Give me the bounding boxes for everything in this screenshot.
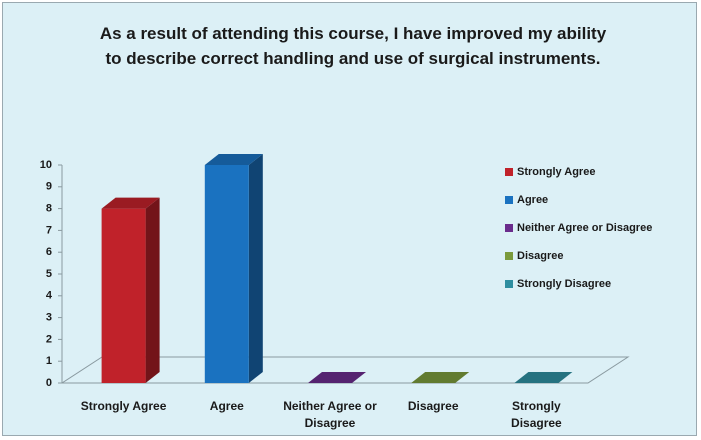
bar-top: [411, 372, 470, 383]
legend-label: Strongly Disagree: [517, 278, 611, 290]
bar: [411, 372, 470, 383]
y-tick-label: 7: [46, 224, 52, 236]
bar-side: [248, 154, 263, 383]
legend-label: Strongly Agree: [517, 166, 595, 178]
legend-swatch: [505, 168, 513, 176]
bar: [101, 197, 160, 383]
bar-side: [145, 197, 160, 383]
x-tick-label: Agree: [209, 399, 244, 413]
legend-label: Agree: [517, 194, 548, 206]
bar-top: [101, 197, 160, 209]
y-tick-label: 0: [46, 377, 52, 389]
x-tick-label: Disagree: [407, 399, 459, 413]
bar-top: [514, 372, 573, 383]
y-tick-label: 10: [40, 159, 52, 171]
y-tick-label: 5: [46, 268, 52, 280]
bar-front: [204, 165, 249, 383]
legend-swatch: [505, 252, 513, 260]
x-tick-label: Strongly Disagree: [511, 399, 562, 430]
legend-swatch: [505, 224, 513, 232]
y-tick-label: 1: [46, 355, 52, 367]
y-tick-label: 2: [46, 333, 52, 345]
legend-swatch: [505, 196, 513, 204]
bar: [308, 372, 366, 383]
legend-label: Neither Agree or Disagree: [517, 222, 652, 234]
y-tick-label: 3: [46, 312, 52, 324]
bar-top: [308, 372, 366, 383]
legend-label: Disagree: [517, 250, 563, 262]
bar: [514, 372, 573, 383]
chart-title: As a result of attending this course, I …: [99, 24, 607, 68]
y-tick-label: 4: [46, 290, 53, 302]
y-tick-label: 8: [46, 203, 52, 215]
legend-swatch: [505, 280, 513, 288]
y-tick-label: 6: [46, 246, 52, 258]
y-tick-label: 9: [46, 181, 52, 193]
bar-front: [101, 208, 146, 383]
x-tick-label: Neither Agree or Disagree: [283, 399, 377, 430]
x-tick-label: Strongly Agree: [80, 399, 167, 413]
bar-top: [204, 154, 263, 165]
bar: [204, 154, 263, 383]
